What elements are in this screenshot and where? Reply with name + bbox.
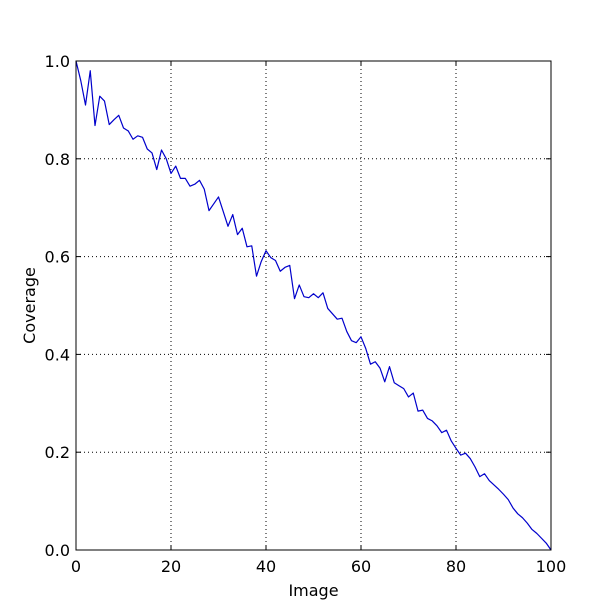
x-tick-label: 40: [256, 557, 276, 576]
y-axis-label: Coverage: [20, 267, 39, 344]
y-tick-label: 0.4: [45, 345, 70, 364]
x-tick-label: 60: [351, 557, 371, 576]
x-axis-label: Image: [288, 581, 338, 600]
y-tick-label: 1.0: [45, 52, 70, 71]
x-tick-label: 80: [446, 557, 466, 576]
x-tick-label: 0: [71, 557, 81, 576]
y-tick-label: 0.8: [45, 150, 70, 169]
x-tick-label: 20: [161, 557, 181, 576]
y-tick-label: 0.2: [45, 443, 70, 462]
plot-frame: [75, 60, 552, 551]
y-tick-label: 0.0: [45, 541, 70, 560]
series-layer: [75, 60, 552, 551]
y-tick-label: 0.6: [45, 248, 70, 267]
series-line-coverage: [75, 60, 552, 551]
x-tick-label: 100: [536, 557, 567, 576]
ticks: 0 20 40 60 80 100 0.0 0.2 0.4 0.6 0.8 1.0: [45, 52, 567, 576]
